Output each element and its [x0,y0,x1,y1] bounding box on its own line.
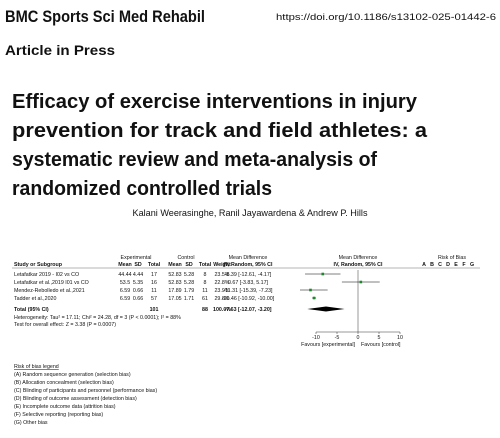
legend-item: (E) Incomplete outcome data (attrition b… [14,404,116,410]
cell: 22.8% [214,280,229,286]
title-line: randomized controlled trials [12,178,272,200]
column-header: SD [134,262,142,268]
favours-left: Favours [experimental] [301,342,355,348]
cell: 23.5% [214,272,229,278]
cell: 11 [151,288,157,294]
cell: 0.66 [133,296,143,302]
group-header: Mean Difference [339,255,378,261]
cell: 52.83 [168,272,181,278]
bias-column: B [430,262,434,268]
cell: 4.44 [133,272,143,278]
cell: Mendez-Rebolledo et al.,2021 [14,288,85,294]
cell: 8 [204,280,207,286]
column-header: Mean [118,262,132,268]
cell: 17 [151,272,157,278]
group-header: Control [177,255,194,261]
cell: 23.9% [214,288,229,294]
cell: 6.59 [120,288,130,294]
column-header: Total [199,262,212,268]
cell: 0.67 [-3.83, 5.17] [228,280,269,286]
column-header: IV, Random, 95% CI [224,262,273,268]
overall-effect: Test for overall effect: Z = 3.38 (P = 0… [14,322,116,328]
cell: Letafatkar et al.,2019 I01 vs CO [14,280,89,286]
cell: Tadder et al.,2020 [14,296,56,302]
authors: Kalani Weerasinghe, Ranil Jayawardena & … [133,208,368,219]
legend-item: (G) Other bias [14,420,48,426]
legend-item: (A) Random sequence generation (selectio… [14,372,131,378]
point-estimate [359,280,363,284]
bias-column: C [438,262,442,268]
cell: 57 [151,296,157,302]
cell: 44.44 [118,272,131,278]
total-cell: 101 [150,307,159,313]
x-tick-label: -5 [335,335,340,341]
bias-column: D [446,262,450,268]
legend-item: (F) Selective reporting (reporting bias) [14,412,103,418]
legend-item: (C) Blinding of participants and personn… [14,388,157,394]
cell: 17.05 [168,296,181,302]
column-header: SD [185,262,193,268]
cell: -11.31 [-15.39, -7.23] [223,288,273,294]
x-tick-label: 5 [378,335,381,341]
group-header: Experimental [121,255,152,261]
cell: 5.28 [184,272,194,278]
total-label: Total (95% CI) [14,307,49,313]
cell: 0.66 [133,288,143,294]
legend-item: (B) Allocation concealment (selection bi… [14,380,114,386]
legend-item: (D) Blinding of outcome assessment (dete… [14,396,137,402]
doi[interactable]: https://doi.org/10.1186/s13102-025-01442… [276,12,496,23]
cell: 61 [202,296,208,302]
total-cell: -7.63 [-12.07, -3.20] [224,307,271,313]
column-header: Study or Subgroup [14,262,63,268]
cell: 17.89 [168,288,181,294]
cell: 29.8% [214,296,229,302]
cell: -8.39 [-12.61, -4.17] [225,272,272,278]
favours-right: Favours [control] [361,342,401,348]
cell: 16 [151,280,157,286]
x-tick-label: -10 [312,335,320,341]
cell: 6.59 [120,296,130,302]
cell: 53.5 [120,280,130,286]
summary-diamond [307,306,345,312]
status: Article in Press [5,42,115,58]
cell: 8 [204,272,207,278]
total-cell: 88 [202,307,208,313]
bias-column: E [454,262,458,268]
title-line: Efficacy of exercise interventions in in… [12,91,418,113]
cell: 1.79 [184,288,194,294]
total-cell: 100.0% [213,307,231,313]
column-header: Mean [168,262,182,268]
column-header: Weight [213,262,231,268]
cell: 5.35 [133,280,143,286]
title-line: systematic review and meta-analysis of [12,149,377,171]
legend-title: Risk of bias legend [14,364,59,370]
heterogeneity: Heterogeneity: Tau² = 17.11; Chi² = 24.2… [14,315,181,321]
bias-column: A [422,262,426,268]
bias-column: F [462,262,466,268]
cell: 52.83 [168,280,181,286]
bias-column: G [470,262,474,268]
journal: BMC Sports Sci Med Rehabil [5,7,205,26]
cell: Letafatkar 2019 - I02 vs CO [14,272,79,278]
x-tick-label: 0 [357,335,360,341]
column-header: IV, Random, 95% CI [334,262,383,268]
point-estimate [312,296,316,300]
cell: 1.71 [184,296,194,302]
point-estimate [321,272,325,276]
cell: 11 [202,288,208,294]
title-line: prevention for track and field athletes:… [12,120,428,142]
column-header: Total [148,262,161,268]
group-header: Mean Difference [229,255,268,261]
point-estimate [309,288,312,292]
cell: 5.28 [184,280,194,286]
group-header: Risk of Bias [438,255,466,261]
x-tick-label: 10 [397,335,403,341]
cell: -10.46 [-10.92, -10.00] [222,296,275,302]
